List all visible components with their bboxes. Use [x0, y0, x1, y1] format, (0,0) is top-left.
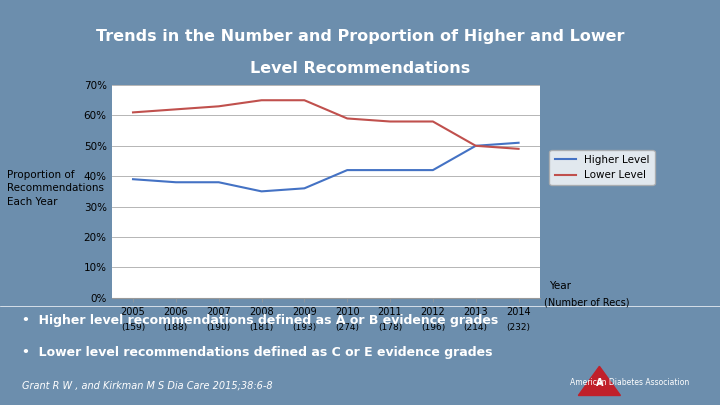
Lower Level [386, 119, 395, 124]
Text: •  Lower level recommendations defined as C or E evidence grades: • Lower level recommendations defined as… [22, 346, 492, 359]
Lower Level [129, 110, 138, 115]
Higher Level [343, 168, 351, 173]
Text: Grant R W , and Kirkman M S Dia Care 2015;38:6-8: Grant R W , and Kirkman M S Dia Care 201… [22, 381, 272, 391]
Higher Level [215, 180, 223, 185]
Line: Lower Level: Lower Level [133, 100, 518, 149]
Text: (232): (232) [507, 323, 531, 332]
Lower Level [514, 146, 523, 151]
Text: (214): (214) [464, 323, 487, 332]
Higher Level [472, 143, 480, 148]
Text: (Number of Recs): (Number of Recs) [544, 298, 629, 308]
Higher Level [428, 168, 437, 173]
Higher Level [171, 180, 180, 185]
Lower Level [257, 98, 266, 103]
Text: (274): (274) [336, 323, 359, 332]
Text: (178): (178) [378, 323, 402, 332]
Text: (159): (159) [121, 323, 145, 332]
Lower Level [215, 104, 223, 109]
Text: Proportion of
Recommendations
Each Year: Proportion of Recommendations Each Year [7, 170, 104, 207]
Higher Level [300, 186, 309, 191]
Lower Level [428, 119, 437, 124]
Lower Level [472, 143, 480, 148]
Text: American Diabetes Association: American Diabetes Association [570, 378, 690, 387]
Text: Level Recommendations: Level Recommendations [250, 61, 470, 77]
Higher Level [129, 177, 138, 181]
Text: Trends in the Number and Proportion of Higher and Lower: Trends in the Number and Proportion of H… [96, 29, 624, 44]
Text: (193): (193) [292, 323, 317, 332]
Text: •  Higher level recommendations defined as A or B evidence grades: • Higher level recommendations defined a… [22, 314, 498, 327]
Text: Year: Year [549, 281, 572, 292]
Text: (190): (190) [207, 323, 231, 332]
Lower Level [343, 116, 351, 121]
Lower Level [171, 107, 180, 112]
Text: (181): (181) [249, 323, 274, 332]
Line: Higher Level: Higher Level [133, 143, 518, 192]
Text: A: A [595, 378, 603, 388]
Higher Level [514, 141, 523, 145]
Text: (196): (196) [420, 323, 445, 332]
Text: (188): (188) [163, 323, 188, 332]
Higher Level [257, 189, 266, 194]
Polygon shape [578, 366, 621, 395]
Lower Level [300, 98, 309, 103]
Legend: Higher Level, Lower Level: Higher Level, Lower Level [549, 150, 654, 185]
Higher Level [386, 168, 395, 173]
